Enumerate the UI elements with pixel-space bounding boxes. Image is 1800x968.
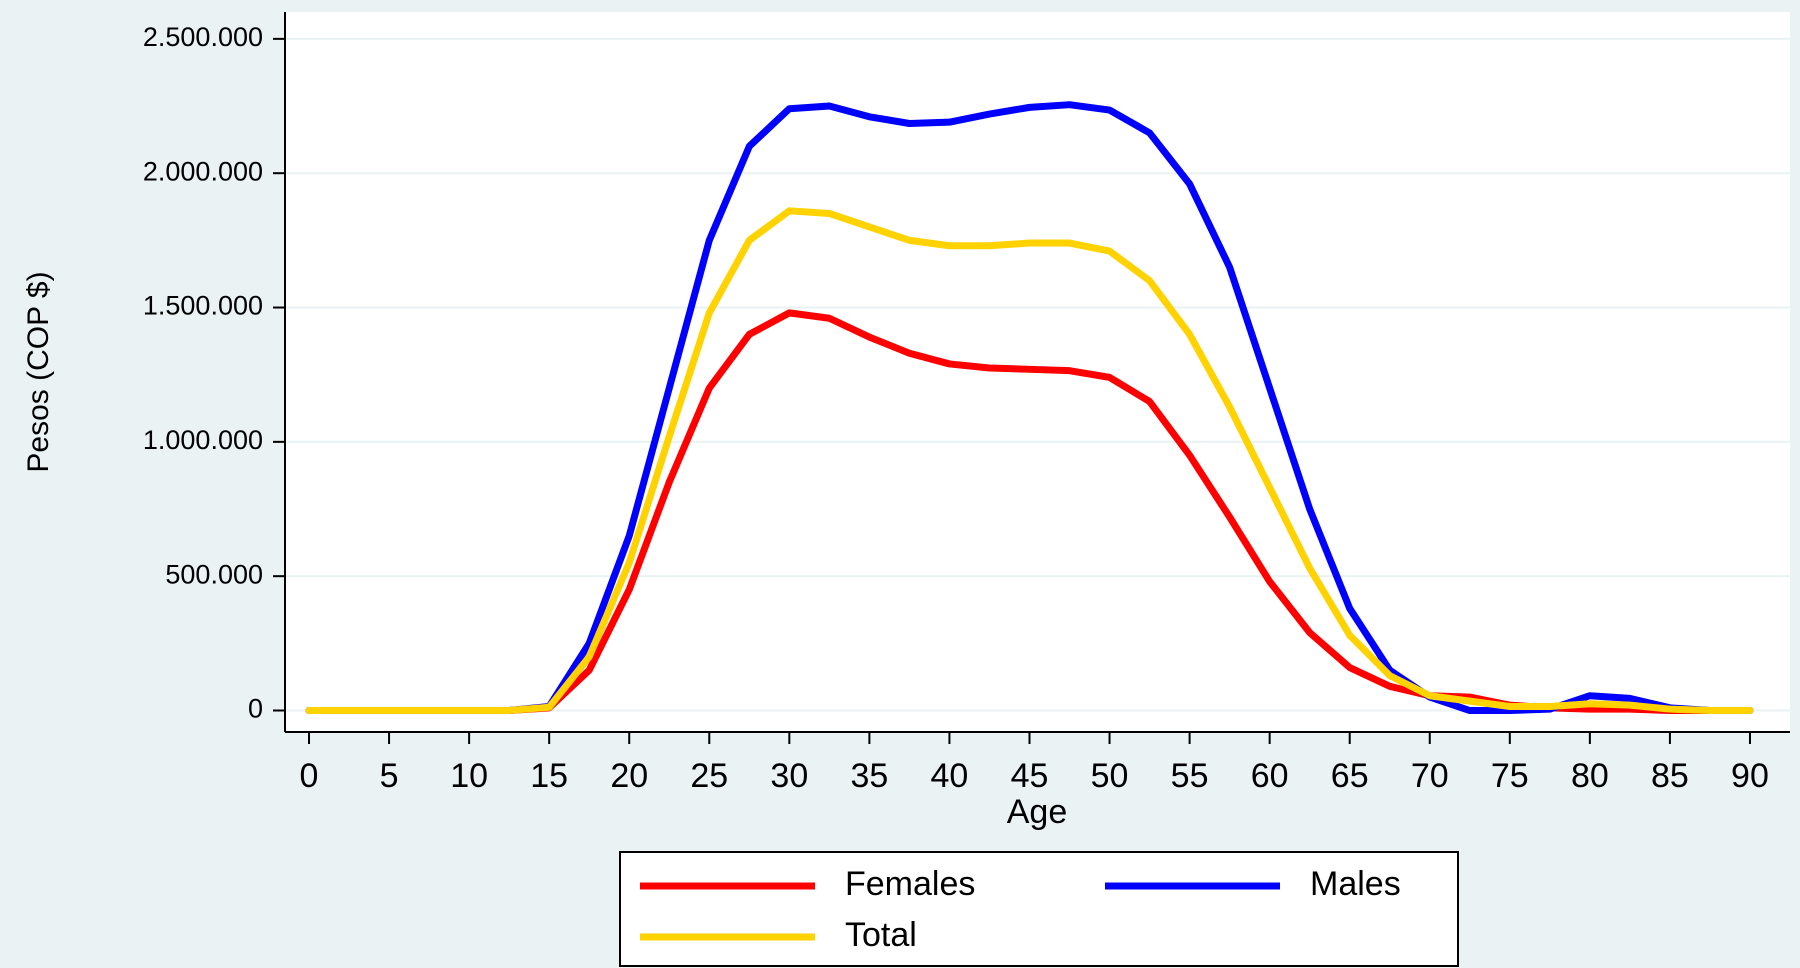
y-tick-label: 1.000.000 <box>143 425 263 455</box>
x-tick-label: 0 <box>300 757 319 795</box>
x-tick-label: 10 <box>450 757 488 795</box>
x-tick-label: 5 <box>380 757 399 795</box>
series-line <box>305 207 1754 715</box>
x-tick-label: 40 <box>931 757 969 795</box>
x-tick-label: 30 <box>770 757 808 795</box>
x-tick-label: 70 <box>1411 757 1449 795</box>
x-tick-label: 50 <box>1091 757 1129 795</box>
x-tick-label: 15 <box>530 757 568 795</box>
legend-label: Females <box>845 865 975 903</box>
legend <box>619 851 1459 967</box>
x-tick-label: 45 <box>1011 757 1049 795</box>
y-tick-label: 1.500.000 <box>143 291 263 321</box>
x-tick-label: 20 <box>610 757 648 795</box>
x-tick-label: 90 <box>1731 757 1769 795</box>
x-tick-label: 60 <box>1251 757 1289 795</box>
y-tick-label: 2.000.000 <box>143 156 263 186</box>
x-tick-label: 75 <box>1491 757 1529 795</box>
y-tick-label: 0 <box>248 694 263 724</box>
x-tick-label: 65 <box>1331 757 1369 795</box>
x-tick-label: 35 <box>850 757 888 795</box>
x-axis-title: Age <box>1007 793 1068 831</box>
y-tick-label: 2.500.000 <box>143 22 263 52</box>
x-tick-label: 80 <box>1571 757 1609 795</box>
y-axis-title: Pesos (COP $) <box>22 271 55 472</box>
y-tick-label: 500.000 <box>165 559 263 589</box>
x-tick-label: 85 <box>1651 757 1689 795</box>
x-tick-label: 25 <box>690 757 728 795</box>
legend-label: Males <box>1310 865 1401 903</box>
legend-label: Total <box>845 916 917 954</box>
x-tick-label: 55 <box>1171 757 1209 795</box>
